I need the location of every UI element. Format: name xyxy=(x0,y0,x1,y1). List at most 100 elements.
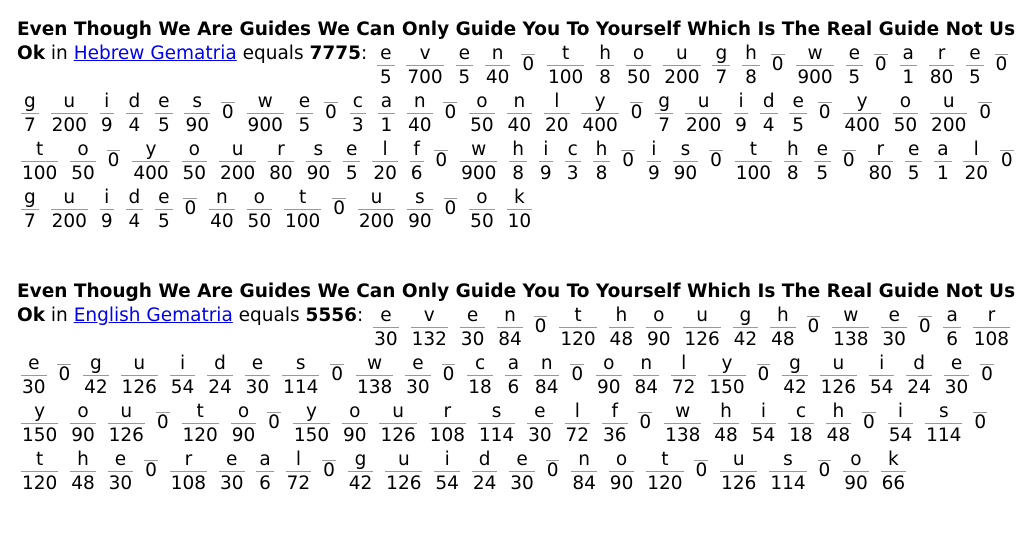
letter xyxy=(332,186,346,199)
letter-value: 126 xyxy=(721,473,757,494)
letter-cell: y 400 xyxy=(132,138,170,185)
letter-value: 6 xyxy=(410,163,423,184)
letter-value: 30 xyxy=(882,329,906,350)
letter xyxy=(817,90,832,103)
letter-value: 5 xyxy=(157,211,170,232)
letter-cell: r 108 xyxy=(428,400,466,447)
letter-value: 40 xyxy=(507,115,532,136)
letter-value: 0 xyxy=(995,54,1008,75)
space-cell: 0 xyxy=(443,90,458,123)
letter-value: 48 xyxy=(826,425,851,446)
letter: e xyxy=(244,352,271,376)
letter-cell: v 700 xyxy=(406,42,444,89)
letter: i xyxy=(887,400,914,424)
letter-value: 48 xyxy=(771,329,795,350)
letter: n xyxy=(571,448,597,472)
letter: c xyxy=(788,400,814,424)
letter-value: 6 xyxy=(507,377,520,398)
space-cell: 0 xyxy=(443,186,458,219)
letter: n xyxy=(484,42,511,66)
letter: a xyxy=(943,304,961,328)
letter-cell: k 66 xyxy=(880,448,907,495)
space-cell: 0 xyxy=(756,352,771,385)
letter-value: 4 xyxy=(128,211,141,232)
letter: c xyxy=(564,138,581,162)
letter-value: 7 xyxy=(23,115,36,136)
letter: k xyxy=(880,448,907,472)
letter xyxy=(521,42,536,55)
letter-value: 5 xyxy=(848,67,861,88)
letter: t xyxy=(734,138,773,162)
letter-cell: n 84 xyxy=(633,352,660,399)
letter: g xyxy=(83,352,109,376)
letter xyxy=(694,448,709,461)
letter-value: 108 xyxy=(170,473,207,494)
letter xyxy=(443,90,458,103)
cipher-link-hebrew[interactable]: Hebrew Gematria xyxy=(73,43,237,64)
space-cell: 0 xyxy=(570,352,585,385)
letter: h xyxy=(713,400,739,424)
cipher-link-english[interactable]: English Gematria xyxy=(73,305,233,326)
letter-value: 200 xyxy=(51,211,87,232)
letter-cell: o 50 xyxy=(469,90,495,137)
letter-value: 108 xyxy=(429,425,465,446)
letter-value: 0 xyxy=(639,412,652,433)
letter xyxy=(183,186,198,199)
space-cell: 0 xyxy=(980,352,994,385)
letter-value: 132 xyxy=(411,329,447,350)
letter-cell: e 30 xyxy=(527,400,553,447)
letter: w xyxy=(460,138,498,162)
space-cell: 0 xyxy=(183,186,198,219)
letter-cell: o 90 xyxy=(70,400,96,447)
letter: v xyxy=(410,304,448,328)
letter-value: 900 xyxy=(247,115,283,136)
letter-value: 7 xyxy=(658,115,671,136)
letter-value: 20 xyxy=(544,115,569,136)
letter-value: 0 xyxy=(145,460,157,481)
letter-value: 100 xyxy=(284,211,321,232)
letter: e xyxy=(881,304,907,328)
letter: t xyxy=(21,448,59,472)
space-cell: 0 xyxy=(322,448,336,481)
letter-value: 0 xyxy=(981,364,993,385)
letter xyxy=(434,138,449,151)
letter: o xyxy=(892,90,919,114)
letter-cell: n 84 xyxy=(497,304,523,351)
letter: i xyxy=(646,138,661,162)
letter-value: 40 xyxy=(485,67,510,88)
letter-cell: e 30 xyxy=(943,352,970,399)
letter-cell: n 40 xyxy=(209,186,235,233)
letter-value: 100 xyxy=(22,163,58,184)
letter-value: 5 xyxy=(458,67,471,88)
letter: i xyxy=(750,400,777,424)
letter-value: 90 xyxy=(71,425,95,446)
letter: o xyxy=(342,400,368,424)
letter: s xyxy=(477,400,516,424)
letter-value: 40 xyxy=(210,211,234,232)
letter-cell: y 400 xyxy=(581,90,619,137)
letter xyxy=(862,400,876,413)
letter-value: 126 xyxy=(820,377,856,398)
letter-cell: l 72 xyxy=(670,352,697,399)
letter: e xyxy=(527,400,553,424)
letter-value: 0 xyxy=(444,198,457,219)
letter-cell: s 90 xyxy=(184,90,210,137)
letter-value: 200 xyxy=(219,163,256,184)
letter-cell: i 54 xyxy=(868,352,895,399)
letter: i xyxy=(538,138,553,162)
space-cell: 0 xyxy=(106,138,121,171)
letter-value: 80 xyxy=(868,163,893,184)
letter-value: 20 xyxy=(373,163,397,184)
letter-value: 100 xyxy=(547,67,584,88)
letter-cell: t 120 xyxy=(559,304,597,351)
letter-value: 30 xyxy=(108,473,133,494)
